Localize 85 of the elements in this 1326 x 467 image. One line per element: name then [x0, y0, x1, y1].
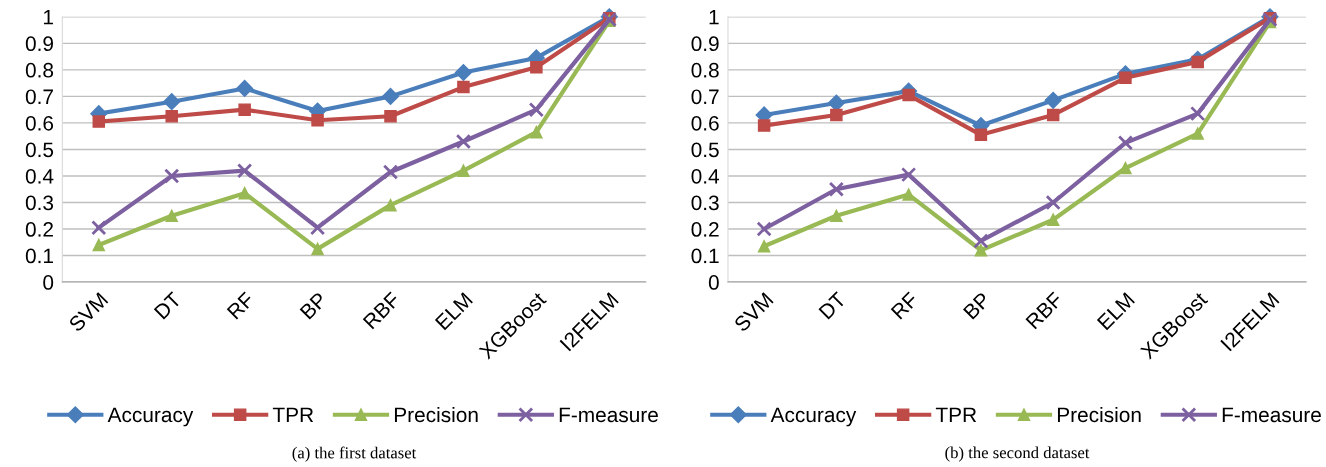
point — [455, 133, 472, 150]
point — [757, 240, 771, 253]
point — [92, 238, 106, 252]
y-tick-label: 0 — [708, 275, 719, 290]
x-tick-label: BP — [963, 291, 991, 320]
point — [1119, 161, 1132, 175]
y-tick-label: 0.1 — [691, 248, 719, 264]
point — [830, 209, 843, 223]
legend-label: F-measure — [559, 407, 658, 423]
y-tick-label: 0.6 — [691, 115, 719, 131]
legend-label: Accuracy — [770, 407, 857, 427]
point — [381, 87, 400, 105]
point — [901, 167, 917, 183]
y-tick-label: 0.5 — [691, 142, 719, 158]
point — [164, 168, 180, 184]
legend-label: TPR — [935, 407, 977, 423]
point — [1190, 105, 1206, 122]
point — [382, 164, 399, 180]
point — [1044, 91, 1062, 109]
point — [236, 79, 254, 97]
y-tick-label: 0.1 — [25, 248, 53, 264]
y-tick-label: 1 — [43, 10, 53, 25]
y-tick-label: 0.8 — [691, 62, 719, 78]
y-tick-label: 1 — [709, 10, 719, 25]
point — [1046, 213, 1060, 226]
point — [902, 188, 915, 201]
text: (a) the first dataset — [292, 446, 417, 462]
point — [384, 198, 397, 212]
point — [974, 128, 988, 142]
point — [1046, 108, 1060, 122]
y-tick-label: 0.9 — [25, 36, 53, 52]
y-tick-label: 0.7 — [691, 89, 719, 105]
point — [1119, 71, 1132, 85]
point — [902, 88, 915, 102]
point — [757, 119, 771, 132]
point — [457, 164, 470, 177]
point — [756, 221, 772, 237]
y-tick-label: 0.9 — [691, 36, 719, 52]
y-tick-label: 0.7 — [25, 89, 53, 105]
point — [1191, 127, 1204, 140]
point — [165, 110, 178, 123]
y-tick-label: 0.3 — [25, 195, 54, 211]
point — [530, 60, 543, 74]
y-tick-label: 0.3 — [691, 195, 719, 211]
x-tick-label: RF — [890, 291, 919, 320]
y-tick-label: 0.5 — [25, 142, 54, 158]
point — [165, 209, 178, 223]
point — [1117, 135, 1134, 151]
text: (b) the second dataset — [945, 446, 1090, 462]
point — [828, 181, 845, 197]
y-tick-label: 0.2 — [691, 222, 719, 237]
point — [1045, 194, 1061, 211]
legend-label: Precision — [394, 406, 478, 423]
y-tick-label: 0.4 — [25, 168, 54, 184]
legend-label: Accuracy — [107, 407, 194, 427]
point — [311, 114, 324, 127]
point — [530, 125, 543, 139]
point — [454, 63, 472, 82]
y-tick-label: 0.4 — [691, 168, 720, 184]
point — [163, 93, 181, 111]
point — [384, 110, 397, 123]
x-tick-label: RF — [226, 291, 255, 320]
point — [237, 163, 253, 179]
point — [973, 233, 989, 249]
legend-label: F-measure — [1222, 407, 1321, 423]
point — [238, 103, 251, 116]
point — [974, 243, 988, 257]
point — [1191, 55, 1204, 69]
y-tick-label: 0.2 — [25, 222, 53, 237]
y-tick-label: 0.6 — [25, 115, 54, 131]
point — [92, 115, 106, 128]
point — [457, 80, 470, 94]
point — [91, 220, 107, 236]
point — [311, 242, 324, 256]
point — [830, 108, 843, 122]
point — [309, 220, 326, 236]
legend-label: Precision — [1057, 406, 1141, 423]
y-tick-label: 0.8 — [25, 62, 54, 78]
x-tick-label: DT — [818, 291, 847, 320]
x-tick-label: BP — [299, 291, 328, 320]
point — [238, 186, 251, 200]
x-tick-label: DT — [153, 291, 183, 320]
y-tick-label: 0 — [43, 275, 54, 290]
legend-label: TPR — [272, 407, 314, 423]
point — [528, 102, 545, 118]
